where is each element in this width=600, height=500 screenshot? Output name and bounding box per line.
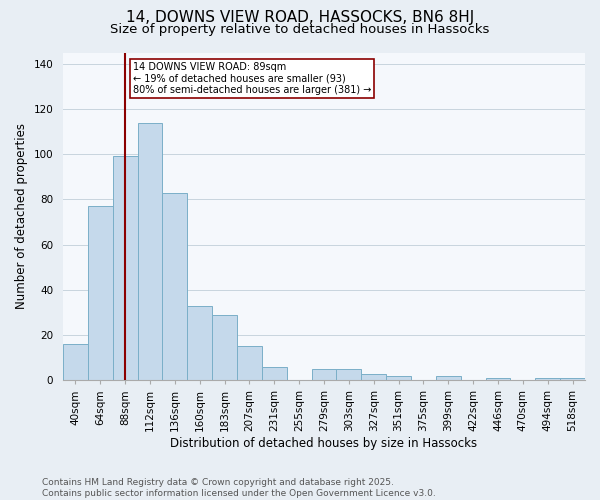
Text: 14, DOWNS VIEW ROAD, HASSOCKS, BN6 8HJ: 14, DOWNS VIEW ROAD, HASSOCKS, BN6 8HJ xyxy=(126,10,474,25)
Bar xyxy=(436,376,461,380)
Bar xyxy=(262,366,287,380)
Bar xyxy=(386,376,411,380)
Y-axis label: Number of detached properties: Number of detached properties xyxy=(15,124,28,310)
Bar xyxy=(113,156,137,380)
Text: Size of property relative to detached houses in Hassocks: Size of property relative to detached ho… xyxy=(110,22,490,36)
Bar xyxy=(485,378,511,380)
Bar xyxy=(212,314,237,380)
X-axis label: Distribution of detached houses by size in Hassocks: Distribution of detached houses by size … xyxy=(170,437,478,450)
Bar xyxy=(187,306,212,380)
Bar xyxy=(535,378,560,380)
Text: Contains HM Land Registry data © Crown copyright and database right 2025.
Contai: Contains HM Land Registry data © Crown c… xyxy=(42,478,436,498)
Bar xyxy=(88,206,113,380)
Bar xyxy=(337,369,361,380)
Bar xyxy=(163,192,187,380)
Bar xyxy=(361,374,386,380)
Bar xyxy=(237,346,262,380)
Bar xyxy=(137,122,163,380)
Bar xyxy=(560,378,585,380)
Text: 14 DOWNS VIEW ROAD: 89sqm
← 19% of detached houses are smaller (93)
80% of semi-: 14 DOWNS VIEW ROAD: 89sqm ← 19% of detac… xyxy=(133,62,371,94)
Bar xyxy=(311,369,337,380)
Bar xyxy=(63,344,88,381)
